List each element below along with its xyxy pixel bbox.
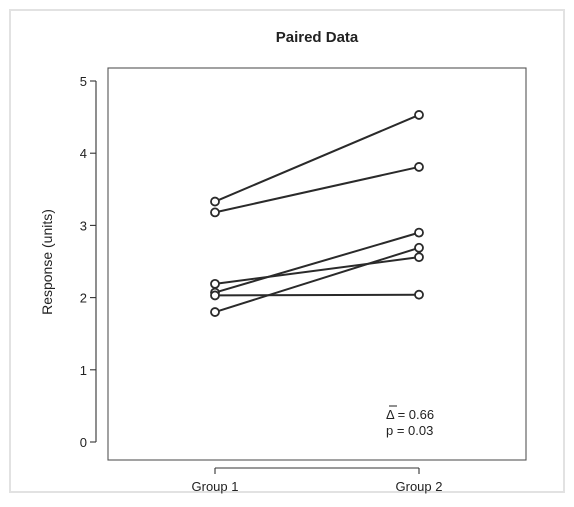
plot-frame <box>107 67 527 461</box>
data-point-group-2 <box>414 242 424 253</box>
pair-line <box>214 256 420 285</box>
data-point-group-2 <box>414 162 424 172</box>
x-tick-label: Group 2 <box>396 479 443 494</box>
data-point-group-2 <box>414 110 424 120</box>
p-value: p = 0.03 <box>386 423 433 438</box>
y-tick-label: 3 <box>80 218 87 233</box>
y-tick-label: 4 <box>80 146 87 161</box>
y-tick-label: 2 <box>80 291 87 306</box>
data-point-group-1 <box>210 207 220 218</box>
y-tick-label: 1 <box>80 363 87 378</box>
data-point-group-2 <box>414 227 424 238</box>
data-point-group-2 <box>414 252 424 263</box>
statistics-annotation: Δ = 0.66 p = 0.03 <box>386 405 434 438</box>
chart-title: Paired Data <box>276 29 359 46</box>
data-point-group-1 <box>210 278 220 289</box>
pair-line <box>214 114 420 203</box>
y-axis-label: Response (units) <box>39 209 55 315</box>
data-points <box>210 110 424 317</box>
pair-line <box>214 231 420 294</box>
y-tick-label: 0 <box>80 435 87 450</box>
x-axis: Group 1 Group 2 <box>192 467 443 494</box>
pair-line <box>214 246 420 313</box>
data-point-group-2 <box>414 289 424 300</box>
pair-lines <box>214 114 420 313</box>
delta-value: Δ = 0.66 <box>386 407 434 422</box>
y-tick-label: 5 <box>80 74 87 89</box>
x-tick-label: Group 1 <box>192 479 239 494</box>
data-point-group-1 <box>210 307 220 317</box>
data-point-group-1 <box>210 196 220 207</box>
data-point-group-1 <box>210 290 220 301</box>
pair-line <box>214 293 420 297</box>
figure-border <box>9 9 565 493</box>
y-axis: 0 1 2 3 4 5 <box>80 74 97 450</box>
pair-line <box>214 165 420 214</box>
